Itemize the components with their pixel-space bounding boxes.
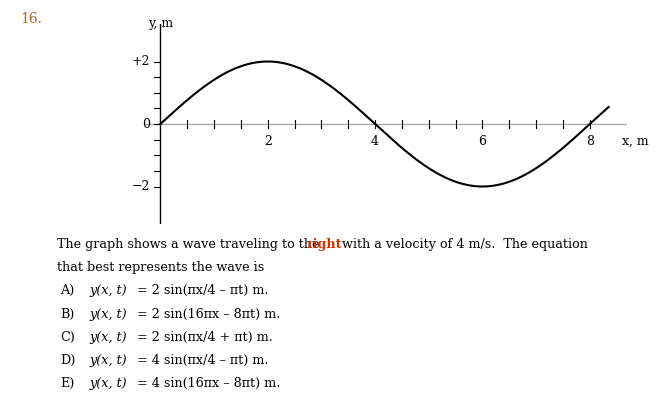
Text: −2: −2 xyxy=(132,180,150,193)
Text: 2: 2 xyxy=(264,135,272,148)
Text: right: right xyxy=(307,238,342,251)
Text: x, m: x, m xyxy=(622,135,649,148)
Text: 8: 8 xyxy=(586,135,594,148)
Text: = 4 sin(πx/4 – πt) m.: = 4 sin(πx/4 – πt) m. xyxy=(133,354,268,367)
Text: +2: +2 xyxy=(131,55,150,68)
Text: with a velocity of 4 m/s.  The equation: with a velocity of 4 m/s. The equation xyxy=(338,238,588,251)
Text: E): E) xyxy=(60,377,74,390)
Text: y(x, t): y(x, t) xyxy=(89,284,127,298)
Text: = 2 sin(16πx – 8πt) m.: = 2 sin(16πx – 8πt) m. xyxy=(133,308,280,321)
Text: The graph shows a wave traveling to the: The graph shows a wave traveling to the xyxy=(57,238,323,251)
Text: A): A) xyxy=(60,284,74,298)
Text: y(x, t): y(x, t) xyxy=(89,377,127,390)
Text: D): D) xyxy=(60,354,76,367)
Text: 0: 0 xyxy=(142,118,150,130)
Text: y, m: y, m xyxy=(148,17,173,30)
Text: C): C) xyxy=(60,331,75,344)
Text: = 2 sin(πx/4 – πt) m.: = 2 sin(πx/4 – πt) m. xyxy=(133,284,268,298)
Text: B): B) xyxy=(60,308,74,321)
Text: y(x, t): y(x, t) xyxy=(89,331,127,344)
Text: = 4 sin(16πx – 8πt) m.: = 4 sin(16πx – 8πt) m. xyxy=(133,377,280,390)
Text: that best represents the wave is: that best represents the wave is xyxy=(57,261,264,274)
Text: = 2 sin(πx/4 + πt) m.: = 2 sin(πx/4 + πt) m. xyxy=(133,331,273,344)
Text: y(x, t): y(x, t) xyxy=(89,354,127,367)
Text: 6: 6 xyxy=(478,135,486,148)
Text: y(x, t): y(x, t) xyxy=(89,308,127,321)
Text: 16.: 16. xyxy=(20,12,42,26)
Text: 4: 4 xyxy=(371,135,379,148)
